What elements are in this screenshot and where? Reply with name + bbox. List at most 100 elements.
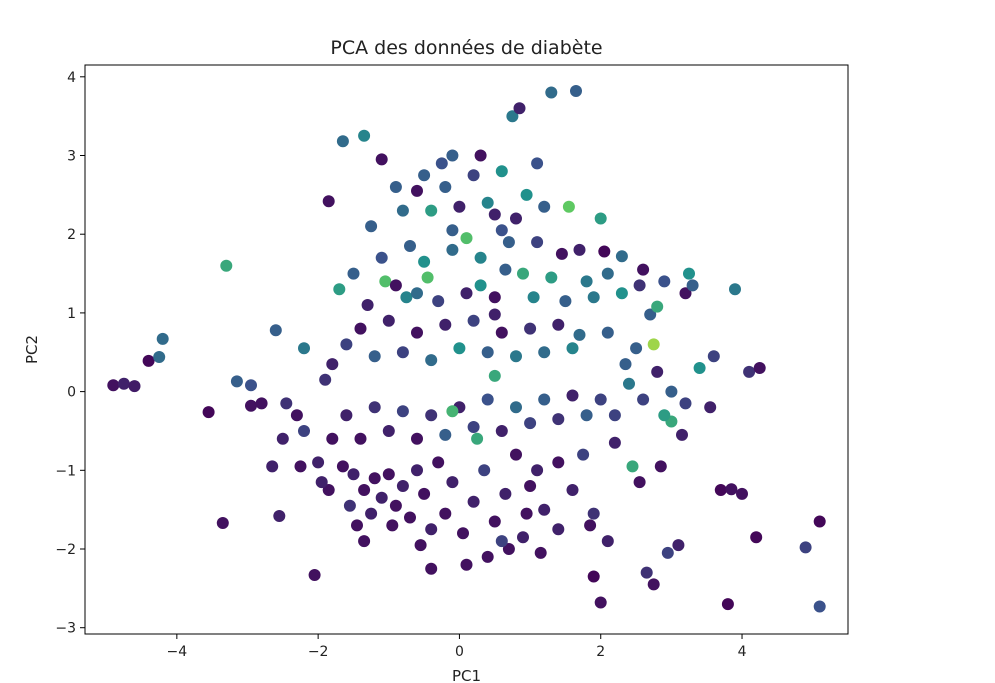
- scatter-point: [658, 275, 671, 288]
- scatter-point: [326, 358, 339, 371]
- scatter-point: [481, 393, 494, 406]
- scatter-point: [552, 318, 565, 331]
- scatter-point: [340, 338, 353, 351]
- scatter-point: [128, 380, 141, 393]
- scatter-point: [216, 517, 229, 529]
- y-tick-label: 3: [67, 149, 76, 165]
- scatter-point: [425, 562, 438, 575]
- scatter-point: [545, 86, 558, 99]
- scatter-point: [365, 507, 378, 520]
- scatter-point: [418, 487, 431, 500]
- scatter-point: [446, 243, 459, 256]
- scatter-point: [601, 326, 614, 339]
- scatter-point: [531, 157, 544, 170]
- chart-title: PCA des données de diabète: [330, 37, 602, 59]
- scatter-point: [478, 464, 491, 477]
- scatter-point: [255, 397, 268, 410]
- scatter-point: [467, 495, 480, 508]
- scatter-point: [651, 365, 664, 378]
- scatter-point: [245, 399, 257, 412]
- scatter-point: [640, 566, 653, 579]
- scatter-point: [425, 409, 438, 422]
- scatter-point: [375, 153, 388, 166]
- scatter-point: [538, 503, 551, 516]
- scatter-point: [333, 283, 346, 296]
- scatter-point: [587, 570, 600, 583]
- scatter-point: [276, 432, 289, 445]
- scatter-point: [566, 342, 579, 355]
- scatter-point: [633, 279, 646, 292]
- scatter-point: [439, 428, 452, 441]
- scatter-point: [799, 541, 812, 554]
- scatter-point: [404, 511, 416, 524]
- scatter-point: [294, 460, 307, 473]
- scatter-point: [707, 350, 720, 363]
- scatter-point: [658, 409, 671, 422]
- scatter-point: [343, 499, 356, 512]
- scatter-point: [273, 510, 286, 522]
- scatter-point: [396, 405, 409, 418]
- scatter-point: [562, 200, 575, 213]
- scatter-point: [280, 397, 293, 410]
- scatter-point: [351, 519, 363, 532]
- scatter-point: [502, 236, 515, 249]
- scatter-point: [534, 546, 547, 559]
- scatter-point: [524, 322, 537, 335]
- scatter-point: [418, 255, 431, 268]
- scatter-point: [520, 507, 533, 520]
- scatter-point: [298, 425, 310, 437]
- scatter-point: [672, 539, 685, 552]
- scatter-point: [354, 322, 367, 335]
- scatter-point: [230, 375, 243, 388]
- scatter-point: [647, 578, 660, 591]
- scatter-point: [813, 515, 826, 528]
- scatter-point: [347, 468, 360, 481]
- scatter-point: [693, 362, 706, 374]
- scatter-point: [619, 358, 632, 371]
- scatter-point: [587, 291, 600, 304]
- scatter-point: [580, 409, 593, 422]
- scatter-point: [481, 550, 494, 563]
- scatter-point: [481, 196, 494, 209]
- scatter-point: [382, 425, 395, 437]
- scatter-point: [513, 102, 526, 115]
- scatter-point: [340, 409, 353, 422]
- scatter-point: [531, 464, 544, 477]
- scatter-point: [375, 251, 388, 264]
- scatter-point: [601, 267, 614, 280]
- scatter-point: [460, 232, 473, 245]
- scatter-point: [439, 181, 452, 193]
- scatter-point: [358, 129, 371, 142]
- scatter-point: [750, 531, 763, 544]
- scatter-point: [319, 373, 332, 386]
- scatter-point: [467, 314, 480, 327]
- scatter-point: [743, 365, 756, 378]
- x-axis-label: PC1: [452, 667, 481, 683]
- scatter-point: [510, 401, 522, 414]
- scatter-point: [644, 308, 657, 321]
- scatter-point: [676, 428, 688, 441]
- y-tick-label: 4: [67, 70, 76, 86]
- scatter-point: [594, 596, 607, 609]
- scatter-point: [626, 460, 639, 473]
- scatter-point: [361, 299, 374, 311]
- scatter-point: [396, 346, 409, 359]
- scatter-point: [608, 409, 621, 422]
- y-tick-label: 1: [67, 306, 76, 322]
- scatter-point: [573, 243, 586, 256]
- y-tick-label: 2: [67, 227, 76, 243]
- scatter-point: [474, 279, 487, 292]
- scatter-point: [460, 558, 473, 571]
- scatter-point: [460, 287, 473, 300]
- scatter-point: [382, 468, 395, 481]
- scatter-point: [368, 472, 381, 485]
- scatter-point: [637, 263, 650, 276]
- scatter-point: [566, 484, 579, 496]
- scatter-point: [524, 480, 537, 492]
- scatter-point: [721, 598, 734, 611]
- scatter-point: [347, 267, 360, 280]
- scatter-point: [432, 456, 445, 469]
- scatter-point: [538, 200, 551, 213]
- y-axis-ticks: −3 −2 −1 0 1 2 3 4: [55, 70, 85, 637]
- scatter-point: [577, 448, 590, 461]
